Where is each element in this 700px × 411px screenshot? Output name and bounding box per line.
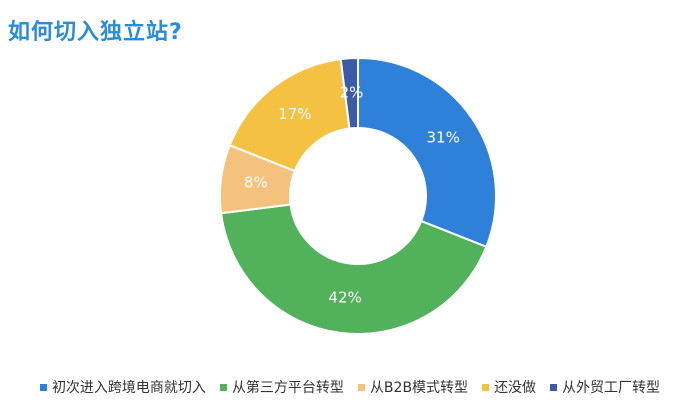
data-label: 2% [340,84,364,102]
legend-swatch [39,383,47,391]
donut-segment [219,203,488,335]
data-label: 31% [427,129,460,147]
donut-plot: 31% 42% 8% 17% 2% [219,56,497,335]
legend-item: 从外贸工厂转型 [550,377,660,397]
legend-item: 还没做 [482,377,536,397]
legend-swatch [357,383,365,391]
legend-item: 从B2B模式转型 [357,377,469,397]
data-label: 8% [244,174,268,192]
legend-swatch [219,383,227,391]
legend-item: 初次进入跨境电商就切入 [39,377,206,397]
chart-title: 如何切入独立站? [8,20,183,45]
legend-label: 从外贸工厂转型 [562,380,661,396]
legend: 初次进入跨境电商就切入 从第三方平台转型 从B2B模式转型 还没做 从外贸工厂转型 [0,377,700,397]
data-label: 42% [328,289,361,307]
donut-segment [339,56,359,130]
legend-label: 从B2B模式转型 [369,380,469,396]
legend-swatch [482,383,490,391]
legend-label: 初次进入跨境电商就切入 [51,380,206,396]
legend-item: 从第三方平台转型 [219,377,344,397]
donut-segment [357,56,497,249]
legend-swatch [550,383,558,391]
data-label: 17% [278,105,311,123]
donut-segment [228,57,351,173]
legend-label: 从第三方平台转型 [231,380,344,396]
legend-label: 还没做 [494,380,537,396]
